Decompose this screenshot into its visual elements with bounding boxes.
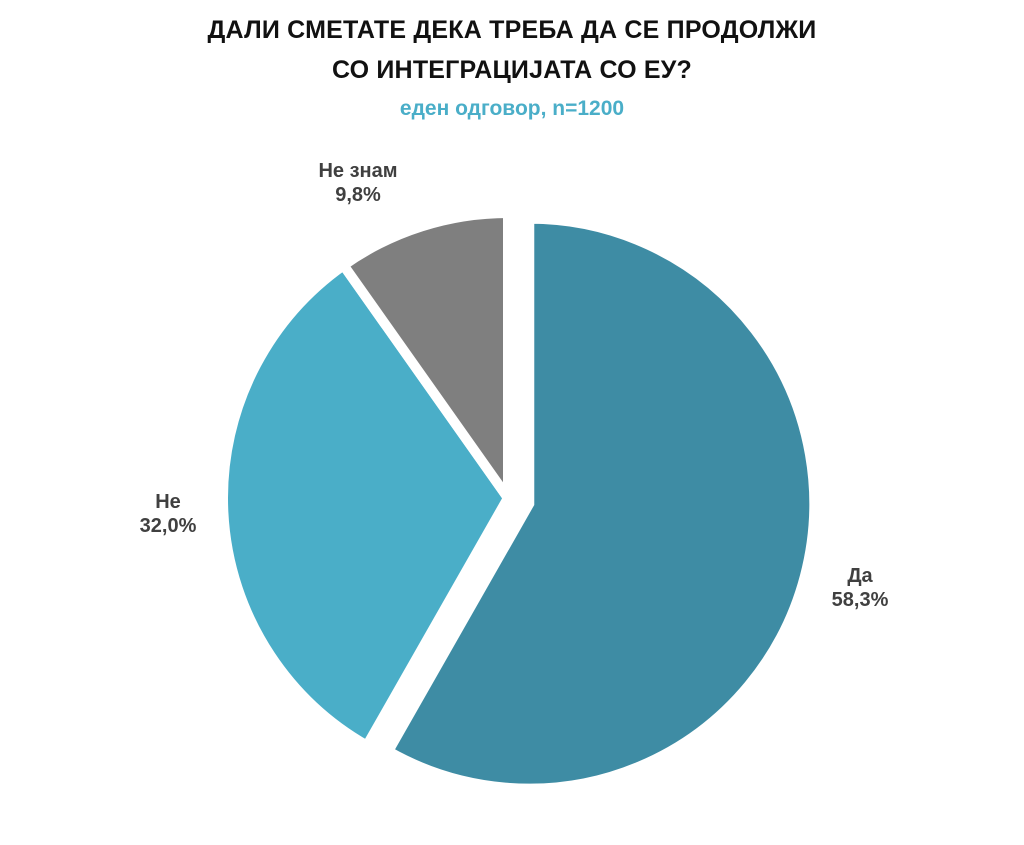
slice-value-2: 32,0% — [140, 515, 197, 537]
slice-label-3: Не знам — [318, 160, 397, 182]
pie-slice-3 — [336, 207, 513, 514]
slice-label-1: Да — [847, 565, 873, 587]
chart-title-line-2: СО ИНТЕГРАЦИЈАТА СО ЕУ? — [331, 56, 693, 84]
pie-slice-2 — [218, 258, 514, 753]
chart-subtitle: еден одговор, n=1200 — [399, 97, 625, 120]
pie-slice-1 — [381, 213, 820, 794]
slice-value-3: 9,8% — [335, 184, 381, 206]
chart-title-line-1: ДАЛИ СМЕТАТЕ ДЕКА ТРЕБА ДА СЕ ПРОДОЛЖИ — [207, 16, 817, 44]
slice-value-1: 58,3% — [832, 589, 889, 611]
slice-label-2: Не — [155, 491, 181, 513]
